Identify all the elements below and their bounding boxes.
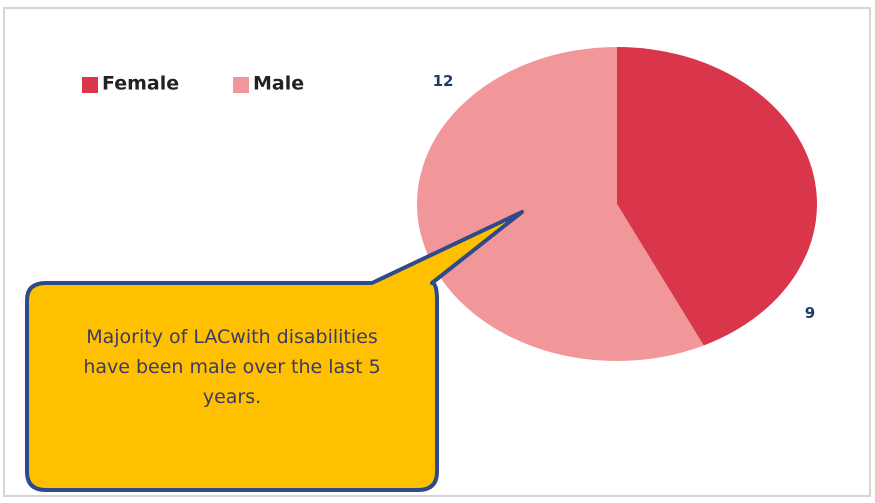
callout-text: Majority of LACwith disabilities have be… [83, 326, 381, 408]
legend-label: Male [253, 73, 304, 95]
pie-slice [617, 47, 817, 346]
legend-label: Female [102, 73, 179, 95]
pie-slice [416, 47, 704, 362]
legend-swatch [82, 77, 98, 93]
data-label: 9 [805, 304, 815, 322]
legend-swatch [233, 77, 249, 93]
data-label: 12 [433, 72, 454, 90]
callout [25, 210, 524, 492]
